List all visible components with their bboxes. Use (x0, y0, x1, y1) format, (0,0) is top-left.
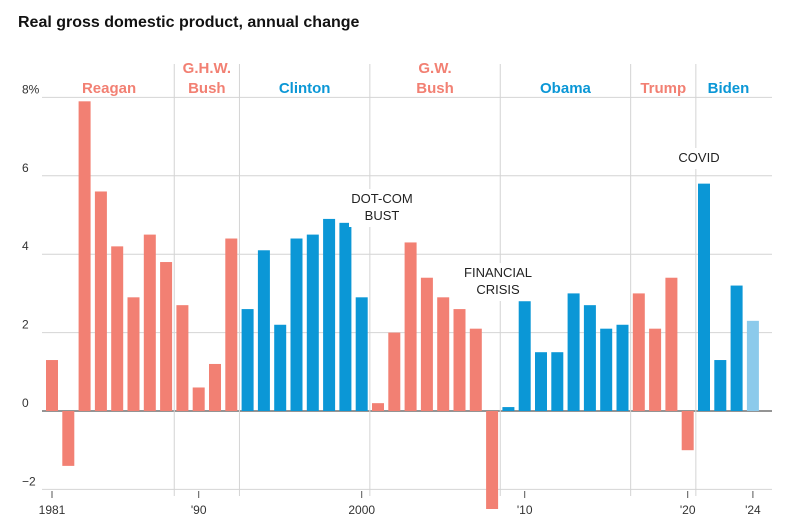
bar-1990 (192, 387, 205, 411)
y-tick-label: 8% (22, 82, 40, 96)
bar-2004 (420, 277, 433, 411)
bar-1987 (143, 234, 156, 411)
annotation-background (349, 189, 415, 227)
bar-2017 (632, 293, 645, 411)
label-layer: 8% 6 4 2 0 −2 1981 '90 2000 '10 '20 '24 Reagan G.H.W.… (22, 60, 761, 517)
bar-1998 (323, 218, 336, 411)
bar-1993 (241, 309, 254, 411)
bar-1994 (257, 250, 270, 411)
bar-1997 (306, 234, 319, 411)
bar-1996 (290, 238, 303, 411)
president-label: Bush (188, 80, 226, 97)
president-label: G.H.W. (183, 60, 231, 77)
bar-2016 (616, 324, 629, 411)
president-label: G.W. (418, 60, 451, 77)
bar-1999 (339, 222, 352, 411)
president-label: Clinton (279, 80, 331, 97)
term-divider-layer (173, 64, 697, 496)
x-tick-label: '10 (517, 503, 533, 517)
president-label: Obama (540, 80, 592, 97)
bar-1984 (94, 191, 107, 411)
bar-1986 (127, 297, 140, 411)
bar-2013 (567, 293, 580, 411)
bar-2015 (600, 328, 613, 411)
bar-2012 (551, 352, 564, 411)
y-tick-label: 4 (22, 239, 29, 253)
bar-2001 (372, 403, 384, 411)
bar-1982 (62, 411, 75, 466)
bar-2005 (437, 297, 450, 411)
x-tick-label: '24 (745, 503, 761, 517)
bar-1995 (274, 324, 287, 411)
annotation-text: COVID (678, 150, 719, 165)
annotation-text: CRISIS (476, 282, 520, 297)
y-tick-label: 2 (22, 318, 29, 332)
bar-2009 (502, 407, 515, 411)
bar-2014 (583, 305, 596, 411)
x-tick-label: 1981 (39, 503, 66, 517)
y-tick-label: 6 (22, 161, 29, 175)
bar-1983 (78, 101, 91, 411)
bar-2002 (388, 332, 401, 411)
bar-2010 (518, 301, 531, 411)
bar-1985 (111, 246, 124, 411)
president-label: Trump (640, 80, 686, 97)
bar-1981 (46, 360, 58, 411)
bar-layer (46, 101, 759, 509)
bar-1992 (225, 238, 238, 411)
bar-2007 (469, 328, 482, 411)
bar-2000 (355, 297, 368, 411)
y-tick-label: 0 (22, 396, 29, 410)
bar-2018 (649, 328, 662, 411)
bar-2011 (535, 352, 547, 411)
x-tick-label: '20 (680, 503, 696, 517)
bar-2023 (730, 285, 743, 411)
annotation-text: FINANCIAL (464, 265, 532, 280)
bar-1991 (209, 363, 221, 411)
bar-2006 (453, 309, 466, 411)
bar-2021 (698, 183, 710, 411)
bar-2024 (746, 320, 759, 411)
annotation-background (674, 148, 724, 169)
x-tick-label: 2000 (348, 503, 375, 517)
y-tick-label: −2 (22, 474, 36, 488)
annotation-text: BUST (365, 208, 400, 223)
annotation-background (457, 263, 539, 301)
annotation-text: DOT-COM (351, 191, 412, 206)
bar-2008 (486, 411, 499, 509)
president-label: Bush (416, 80, 454, 97)
president-label: Biden (708, 80, 750, 97)
chart-title: Real gross domestic product, annual chan… (18, 14, 360, 31)
president-label: Reagan (82, 80, 136, 97)
bar-1989 (176, 305, 189, 411)
bar-2022 (714, 360, 727, 411)
bar-2019 (665, 277, 678, 411)
x-tick-label: '90 (191, 503, 207, 517)
bar-2020 (681, 411, 694, 451)
bar-2003 (404, 242, 417, 411)
bar-1988 (160, 262, 173, 411)
